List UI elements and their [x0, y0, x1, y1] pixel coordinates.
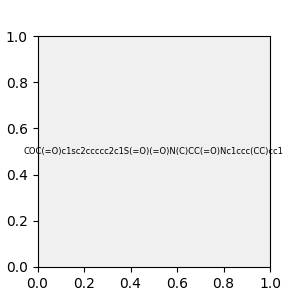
Text: COC(=O)c1sc2ccccc2c1S(=O)(=O)N(C)CC(=O)Nc1ccc(CC)cc1: COC(=O)c1sc2ccccc2c1S(=O)(=O)N(C)CC(=O)N…	[24, 147, 284, 156]
